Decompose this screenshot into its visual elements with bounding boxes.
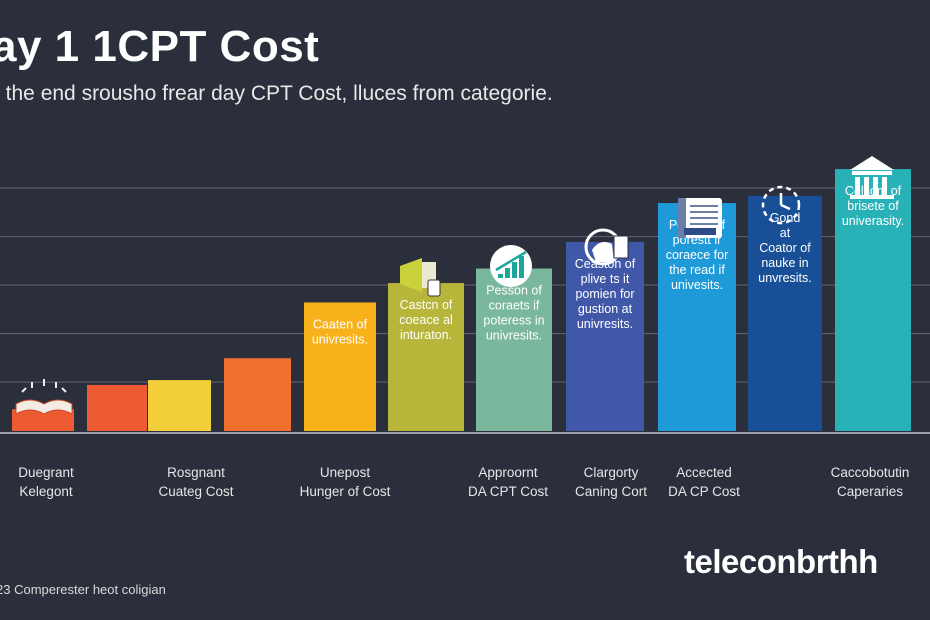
bar [87, 384, 147, 431]
bar-text: inturaton. [400, 328, 452, 342]
category-label: Clargorty [584, 465, 639, 480]
category-label: DA CP Cost [668, 484, 740, 499]
bar-text: coraece for [666, 248, 729, 262]
category-label: Caperaries [837, 484, 903, 499]
bar [658, 203, 736, 431]
category-label: DA CPT Cost [468, 484, 548, 499]
bar-text: the read if [669, 263, 725, 277]
bar-text: univresits. [577, 317, 633, 331]
category-label: Unepost [320, 465, 371, 480]
chart-subtitle: f the end srousho frear day CPT Cost, ll… [0, 82, 553, 105]
head-gear-icon [584, 228, 629, 266]
category-label: Rosgnant [167, 465, 225, 480]
bar-text: brisete of [847, 199, 899, 213]
bar-text: at [780, 226, 791, 240]
bar-text: Castcn of [400, 298, 453, 312]
category-label: Accected [676, 465, 732, 480]
bar [476, 268, 552, 431]
growth-chart-icon [490, 245, 532, 287]
bar [304, 302, 376, 431]
book-icon [15, 379, 73, 415]
chart-title: ay 1 1CPT Cost [0, 22, 320, 71]
bar [12, 409, 74, 431]
bar [748, 195, 822, 431]
bar-text: univesits. [671, 278, 723, 292]
university-icon [850, 156, 894, 199]
bar-text: coraets if [489, 299, 540, 313]
megaphone-icon [400, 258, 441, 297]
category-label: Caccobotutin [831, 465, 910, 480]
category-label: Approornt [478, 465, 538, 480]
bar-text: Gond [770, 211, 801, 225]
document-icon [678, 198, 722, 238]
bar-text: pomien for [575, 287, 634, 301]
footer-note: 23 Comperester heot coligian [0, 582, 166, 597]
category-label: Kelegont [19, 484, 73, 499]
category-label: Caning Cort [575, 484, 647, 499]
category-label: Hunger of Cost [300, 484, 391, 499]
brand-logo-text: teleconbrthh [684, 543, 878, 580]
category-label: Duegrant [18, 465, 74, 480]
clock-icon [761, 185, 801, 225]
bar [566, 241, 644, 431]
bar [148, 380, 211, 431]
bar-text: Caaten of [313, 317, 368, 331]
bar-text: coeace al [399, 313, 453, 327]
bar-text: univresits. [486, 329, 542, 343]
bar-text: Coator of [759, 241, 811, 255]
bar [224, 358, 291, 431]
bar-text: nauke in [761, 256, 808, 270]
bar-text: poteress in [483, 314, 544, 328]
bar [388, 283, 464, 431]
category-label: Cuateg Cost [158, 484, 233, 499]
bar-text: univerasity. [842, 214, 904, 228]
bar-text: Pesson of [486, 284, 542, 298]
bar-text: univresits. [312, 332, 368, 346]
bar-text: plive ts it [581, 272, 630, 286]
bar [835, 169, 911, 431]
bar-text: gustion at [578, 302, 633, 316]
bar-text: unvresits. [758, 271, 812, 285]
